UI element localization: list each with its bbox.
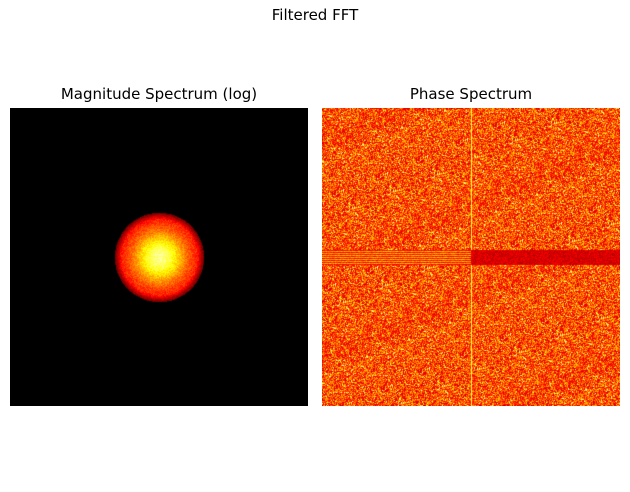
phase-heatmap bbox=[322, 108, 620, 406]
phase-spectrum-title: Phase Spectrum bbox=[409, 85, 533, 103]
phase-spectrum-image bbox=[322, 108, 620, 406]
magnitude-spectrum-title: Magnitude Spectrum (log) bbox=[60, 85, 258, 103]
magnitude-spectrum-image bbox=[10, 108, 308, 406]
magnitude-heatmap bbox=[10, 108, 308, 406]
figure-title: Filtered FFT bbox=[271, 6, 359, 24]
